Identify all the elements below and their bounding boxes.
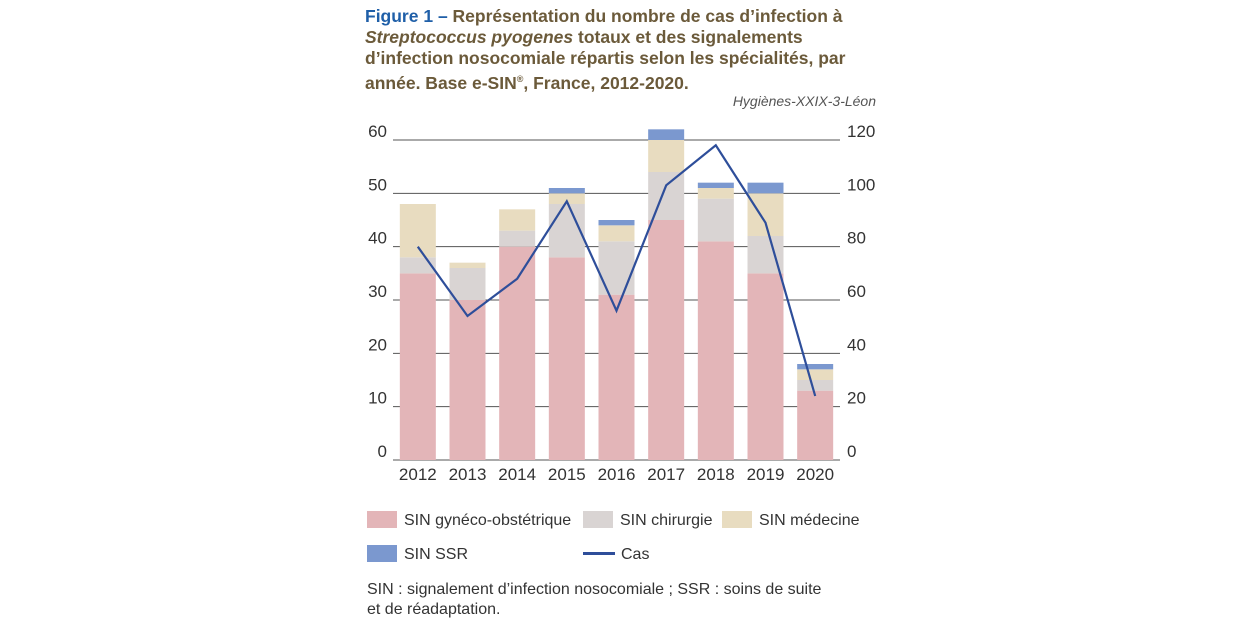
- bar-segment: [599, 220, 635, 225]
- y-right-tick-label: 40: [847, 335, 866, 354]
- legend-label: SIN chirurgie: [620, 512, 713, 529]
- legend-swatch: [583, 511, 613, 528]
- y-right-tick-label: 60: [847, 282, 866, 301]
- x-tick-label: 2019: [747, 465, 785, 484]
- bar-segment: [599, 295, 635, 460]
- y-left-tick-label: 10: [368, 389, 387, 408]
- bars: [400, 129, 833, 460]
- y-left-tick-label: 20: [368, 335, 387, 354]
- bar-segment: [748, 273, 784, 460]
- legend: SIN gynéco-obstétrique SIN chirurgie SIN m…: [367, 511, 860, 563]
- legend-label: SIN SSR: [404, 546, 468, 563]
- y-left-tick-label: 30: [368, 282, 387, 301]
- bar-segment: [797, 380, 833, 391]
- x-tick-label: 2018: [697, 465, 735, 484]
- legend-label: SIN médecine: [759, 512, 860, 529]
- bar-segment: [797, 369, 833, 380]
- y-right-tick-label: 120: [847, 122, 875, 141]
- bar-segment: [648, 220, 684, 460]
- y-left-tick-label: 0: [378, 442, 387, 461]
- x-tick-label: 2020: [796, 465, 834, 484]
- bar-segment: [698, 183, 734, 188]
- x-tick-label: 2017: [647, 465, 685, 484]
- bar-segment: [797, 391, 833, 460]
- bar-segment: [549, 257, 585, 460]
- x-tick-label: 2013: [449, 465, 487, 484]
- y-right-tick-label: 0: [847, 442, 856, 461]
- legend-label: SIN gynéco-obstétrique: [404, 512, 571, 529]
- bar-segment: [648, 129, 684, 140]
- bar-segment: [400, 204, 436, 257]
- legend-swatch: [722, 511, 752, 528]
- legend-swatch: [367, 511, 397, 528]
- footnote: SIN : signalement d’infection nosocomial…: [367, 580, 867, 620]
- bar-segment: [599, 225, 635, 241]
- x-tick-label: 2015: [548, 465, 586, 484]
- bar-segment: [549, 188, 585, 193]
- x-tick-label: 2014: [498, 465, 536, 484]
- legend-swatch: [367, 545, 397, 562]
- bar-segment: [450, 268, 486, 300]
- footnote-line-2: et de réadaptation.: [367, 600, 867, 620]
- y-left-tick-label: 50: [368, 175, 387, 194]
- footnote-line-1: SIN : signalement d’infection nosocomial…: [367, 580, 867, 600]
- bar-segment: [450, 263, 486, 268]
- bar-segment: [797, 364, 833, 369]
- bar-segment: [698, 199, 734, 242]
- legend-label: Cas: [621, 546, 649, 563]
- y-right-tick-label: 80: [847, 229, 866, 248]
- y-left-tick-label: 60: [368, 122, 387, 141]
- bar-segment: [698, 188, 734, 199]
- bar-segment: [698, 241, 734, 460]
- bar-segment: [499, 231, 535, 247]
- x-tick-label: 2012: [399, 465, 437, 484]
- bar-segment: [599, 241, 635, 294]
- y-left-tick-label: 40: [368, 229, 387, 248]
- bar-segment: [400, 273, 436, 460]
- bar-segment: [648, 140, 684, 172]
- bar-segment: [748, 183, 784, 194]
- y-right-tick-label: 100: [847, 175, 875, 194]
- bar-segment: [648, 172, 684, 220]
- bar-segment: [450, 300, 486, 460]
- bar-segment: [748, 193, 784, 236]
- bar-segment: [499, 209, 535, 230]
- y-right-tick-label: 20: [847, 389, 866, 408]
- x-tick-label: 2016: [598, 465, 636, 484]
